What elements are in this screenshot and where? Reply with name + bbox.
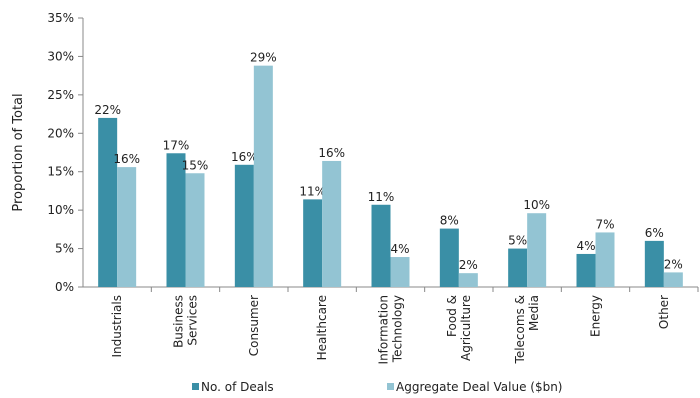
bar <box>508 248 528 287</box>
data-label: 17% <box>163 138 190 152</box>
legend-swatch <box>192 383 199 390</box>
data-label: 16% <box>318 146 345 160</box>
bar <box>303 199 323 287</box>
bar <box>663 272 683 287</box>
bar <box>439 228 459 287</box>
data-label: 15% <box>182 158 209 172</box>
category-label: Technology <box>391 295 405 363</box>
data-label: 11% <box>368 190 395 204</box>
legend-label: No. of Deals <box>201 380 274 394</box>
category-label: Energy <box>589 295 603 337</box>
data-label: 11% <box>299 184 326 198</box>
data-label: 16% <box>113 152 140 166</box>
category-label: Food & <box>445 295 459 337</box>
y-tick-label: 20% <box>47 126 74 140</box>
category-label: Industrials <box>110 295 124 358</box>
y-tick-label: 10% <box>47 203 74 217</box>
category-label: Information <box>377 295 391 364</box>
data-label: 22% <box>94 103 121 117</box>
data-label: 2% <box>459 258 478 272</box>
bar <box>234 164 254 287</box>
bar <box>576 253 596 287</box>
y-tick-label: 15% <box>47 165 74 179</box>
bar <box>458 273 478 287</box>
data-label: 5% <box>508 234 527 248</box>
bar <box>595 232 615 287</box>
bar <box>644 240 664 287</box>
category-label: Services <box>186 295 200 346</box>
bar <box>322 160 342 287</box>
data-label: 4% <box>576 239 595 253</box>
data-label: 4% <box>390 242 409 256</box>
legend-swatch <box>387 383 394 390</box>
bar <box>527 213 547 287</box>
category-label: Agriculture <box>459 295 473 361</box>
category-label: Healthcare <box>315 295 329 360</box>
y-tick-label: 5% <box>55 242 74 256</box>
category-label: Telecoms & <box>513 295 527 364</box>
category-label: Other <box>657 295 671 329</box>
data-label: 16% <box>231 150 258 164</box>
category-label: Business <box>172 295 186 348</box>
bar <box>117 167 137 287</box>
data-label: 6% <box>645 226 664 240</box>
bar <box>390 257 410 287</box>
data-label: 7% <box>595 217 614 231</box>
bar <box>166 153 186 287</box>
data-label: 10% <box>523 198 550 212</box>
y-tick-label: 0% <box>55 280 74 294</box>
legend-label: Aggregate Deal Value ($bn) <box>396 380 562 394</box>
data-label: 8% <box>440 214 459 228</box>
category-label: Media <box>527 295 541 331</box>
y-tick-label: 35% <box>47 11 74 25</box>
bar <box>253 65 273 287</box>
data-label: 2% <box>664 257 683 271</box>
y-tick-label: 30% <box>47 49 74 63</box>
y-tick-label: 25% <box>47 88 74 102</box>
bar <box>98 117 118 288</box>
data-label: 29% <box>250 51 277 65</box>
bar <box>371 204 391 287</box>
bar <box>185 173 205 287</box>
category-label: Consumer <box>247 295 261 356</box>
y-axis-title: Proportion of Total <box>11 93 26 211</box>
